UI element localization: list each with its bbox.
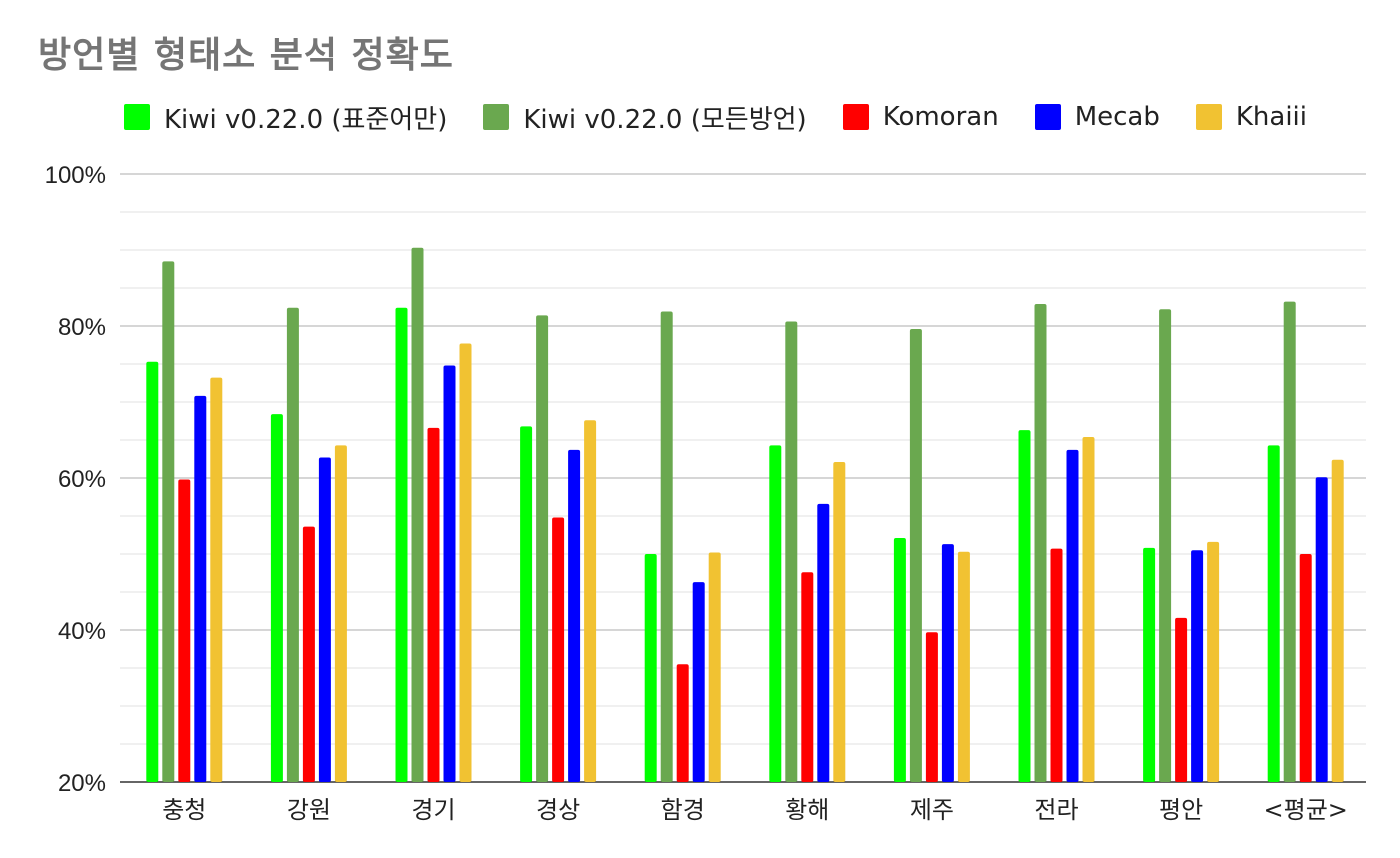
bar [520, 426, 533, 782]
legend-label-komoran: Komoran [882, 102, 999, 132]
x-tick-label: 제주 [910, 796, 954, 824]
bar [941, 544, 954, 782]
bar [162, 261, 175, 782]
bar [1191, 550, 1204, 782]
x-tick-label: 평안 [1159, 796, 1203, 824]
bar [1331, 459, 1344, 782]
legend-swatch-kiwi-standard [124, 104, 150, 130]
bar [1283, 301, 1296, 782]
y-tick-label: 60% [58, 466, 106, 493]
bar [178, 479, 191, 782]
bar [411, 247, 424, 783]
bar [785, 321, 798, 782]
bar [395, 307, 408, 782]
bar [893, 538, 906, 782]
bar [660, 311, 673, 782]
bar [427, 427, 440, 782]
legend-item-komoran: Komoran [842, 102, 999, 132]
bar [334, 445, 347, 782]
bar [644, 554, 657, 782]
bar [1175, 617, 1188, 782]
bar [536, 315, 549, 782]
bar [146, 361, 159, 782]
bar [1018, 430, 1031, 782]
bar [552, 517, 565, 782]
x-tick-label: 전라 [1034, 796, 1078, 824]
legend-label-mecab: Mecab [1074, 102, 1160, 132]
chart-title: 방언별 형태소 분석 정확도 [38, 35, 454, 76]
bar [318, 457, 331, 782]
bar [210, 377, 223, 782]
legend-item-kiwi-all: Kiwi v0.22.0 (모든방언) [483, 99, 807, 136]
bar [1082, 436, 1095, 782]
bar [925, 632, 938, 782]
legend-item-khaiii: Khaiii [1195, 102, 1307, 132]
bar [957, 551, 970, 782]
x-tick-label: 강원 [287, 796, 331, 824]
bar [801, 572, 814, 782]
x-tick-label: 함경 [661, 796, 705, 824]
bar [1267, 445, 1280, 782]
legend-label-khaiii: Khaiii [1235, 102, 1307, 132]
bar [909, 329, 922, 782]
bar [1299, 554, 1312, 782]
legend-label-kiwi-standard: Kiwi v0.22.0 (표준어만) [164, 104, 448, 135]
legend: Kiwi v0.22.0 (표준어만) Kiwi v0.22.0 (모든방언) … [124, 99, 1343, 136]
legend-swatch-mecab [1034, 104, 1061, 130]
y-tick-label: 20% [58, 770, 106, 797]
bar [769, 445, 782, 782]
bar [1050, 548, 1063, 782]
bar [1143, 547, 1156, 782]
bar [286, 307, 299, 782]
legend-label-kiwi-all: Kiwi v0.22.0 (모든방언) [523, 104, 807, 135]
bar [692, 582, 705, 782]
bar [1034, 303, 1047, 782]
y-tick-label: 40% [58, 618, 106, 645]
y-tick-label: 100% [45, 162, 106, 189]
x-tick-label: 경상 [536, 796, 580, 824]
bar [833, 462, 846, 782]
bar [194, 395, 207, 782]
x-tick-label: 경기 [411, 796, 455, 824]
bar [584, 420, 597, 782]
legend-item-kiwi-standard: Kiwi v0.22.0 (표준어만) [124, 99, 447, 136]
legend-item-mecab: Mecab [1034, 102, 1160, 132]
bar [817, 503, 830, 782]
bar [1066, 449, 1079, 782]
bar [270, 414, 283, 782]
bar [1315, 477, 1328, 782]
legend-swatch-khaiii [1195, 104, 1222, 130]
bar [676, 664, 689, 782]
x-tick-label: 황해 [785, 796, 829, 824]
y-tick-label: 80% [58, 314, 106, 341]
bar [1207, 541, 1220, 782]
bar [302, 526, 315, 782]
bar [459, 343, 472, 782]
legend-swatch-komoran [842, 104, 869, 130]
x-tick-label: <평균> [1264, 796, 1348, 824]
legend-swatch-kiwi-all [483, 104, 510, 130]
x-tick-label: 충청 [162, 796, 206, 824]
bar [443, 365, 456, 782]
bar [708, 552, 721, 782]
bar [568, 449, 581, 782]
bar [1159, 309, 1172, 782]
